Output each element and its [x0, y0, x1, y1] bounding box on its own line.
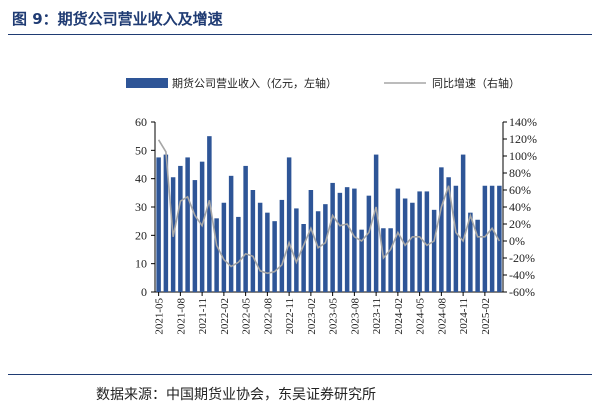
- revenue-bar: [323, 204, 328, 292]
- right-tick-label: 0%: [509, 234, 525, 248]
- revenue-bar: [286, 157, 292, 292]
- revenue-bar: [294, 208, 299, 292]
- revenue-bar: [417, 191, 422, 292]
- x-tick-label: 2021-05: [154, 298, 166, 335]
- chart-axes: 0 10 20 30 40 50 60 -60% -40% -20% 0% 20% 40% 60% 80% 1…: [135, 115, 537, 335]
- x-tick-label: 2025-02: [480, 298, 492, 335]
- x-tick-label: 2024-05: [415, 298, 427, 335]
- revenue-bar: [178, 165, 183, 292]
- right-tick-label: -40%: [509, 268, 535, 282]
- x-tick-label: 2024-11: [458, 298, 470, 334]
- x-tick-label: 2022-11: [284, 298, 296, 334]
- revenue-bar: [192, 180, 198, 292]
- revenue-bar: [424, 191, 430, 292]
- right-tick-label: 80%: [509, 166, 531, 180]
- revenue-bar: [373, 154, 379, 292]
- revenue-bar: [482, 185, 488, 292]
- revenue-bar: [156, 157, 161, 292]
- revenue-bar: [468, 212, 473, 292]
- revenue-bar: [272, 221, 277, 292]
- revenue-bar: [453, 185, 459, 292]
- revenue-bar: [279, 199, 285, 292]
- x-tick-label: 2022-05: [241, 298, 253, 335]
- x-tick-label: 2023-11: [371, 298, 383, 334]
- revenue-bar: [301, 224, 306, 292]
- revenue-bar: [236, 216, 241, 292]
- left-tick-label: 20: [135, 228, 147, 242]
- left-tick-label: 10: [135, 257, 147, 271]
- revenue-bar: [257, 202, 263, 292]
- revenue-bar: [497, 185, 502, 292]
- revenue-bar: [388, 228, 393, 292]
- title-divider: [8, 34, 592, 35]
- revenue-bar: [352, 188, 357, 292]
- revenue-bar: [410, 202, 415, 292]
- right-tick-label: 120%: [509, 132, 537, 146]
- revenue-bar: [439, 167, 444, 292]
- right-tick-label: 100%: [509, 149, 537, 163]
- right-tick-label: -20%: [509, 251, 535, 265]
- revenue-bar: [228, 175, 234, 292]
- source-divider: [8, 374, 592, 375]
- figure-title: 图 9：期货公司营业收入及增速: [12, 10, 223, 28]
- revenue-bar: [366, 195, 372, 292]
- revenue-bar: [344, 187, 350, 292]
- revenue-bar: [207, 136, 212, 292]
- revenue-bar: [308, 190, 314, 292]
- revenue-bar: [337, 192, 343, 292]
- revenue-bar: [330, 182, 335, 292]
- revenue-bar: [431, 209, 437, 292]
- left-tick-label: 50: [135, 143, 147, 157]
- right-tick-label: 40%: [509, 200, 531, 214]
- revenue-bar: [315, 211, 321, 292]
- chart-legend: 期货公司营业收入（亿元，左轴） 同比增速（右轴）: [126, 76, 520, 90]
- revenue-bar: [250, 190, 256, 292]
- revenue-bar: [359, 229, 364, 292]
- revenue-bar: [489, 185, 495, 292]
- x-tick-label: 2023-08: [349, 298, 361, 335]
- x-tick-label: 2021-11: [197, 298, 209, 334]
- revenue-bar: [395, 188, 401, 292]
- bar-series: [156, 136, 502, 292]
- right-tick-label: -60%: [509, 285, 535, 299]
- x-tick-label: 2023-02: [306, 298, 318, 335]
- revenue-bar: [265, 212, 270, 292]
- revenue-bar: [185, 157, 190, 292]
- legend-bar-label: 期货公司营业收入（亿元，左轴）: [172, 76, 337, 90]
- right-tick-label: 20%: [509, 217, 531, 231]
- right-tick-label: 140%: [509, 115, 537, 129]
- left-tick-label: 60: [135, 115, 147, 129]
- revenue-growth-chart: 期货公司营业收入（亿元，左轴） 同比增速（右轴） 0 10 20 30 40 50 60 -6…: [126, 76, 537, 335]
- growth-line: [157, 139, 501, 275]
- revenue-bar: [221, 202, 227, 292]
- revenue-bar: [381, 228, 386, 292]
- right-tick-label: 60%: [509, 183, 531, 197]
- revenue-bar: [243, 165, 248, 292]
- revenue-bar: [475, 219, 480, 292]
- legend-bar-swatch: [126, 78, 168, 88]
- revenue-bar: [214, 218, 219, 292]
- x-tick-label: 2023-05: [328, 298, 340, 335]
- x-tick-label: 2024-02: [393, 298, 405, 335]
- data-source-note: 数据来源：中国期货业协会，东吴证券研究所: [96, 387, 376, 403]
- revenue-bar: [163, 154, 169, 292]
- legend-line-label: 同比增速（右轴）: [432, 76, 520, 90]
- left-tick-label: 40: [135, 172, 147, 186]
- left-tick-label: 0: [141, 285, 147, 299]
- left-tick-label: 30: [135, 200, 147, 214]
- x-tick-label: 2022-08: [262, 298, 274, 335]
- x-tick-label: 2024-08: [436, 298, 448, 335]
- revenue-bar: [446, 177, 451, 292]
- line-series: [157, 139, 501, 275]
- x-tick-label: 2021-08: [175, 298, 187, 335]
- revenue-bar: [460, 154, 466, 292]
- x-tick-label: 2022-02: [219, 298, 231, 335]
